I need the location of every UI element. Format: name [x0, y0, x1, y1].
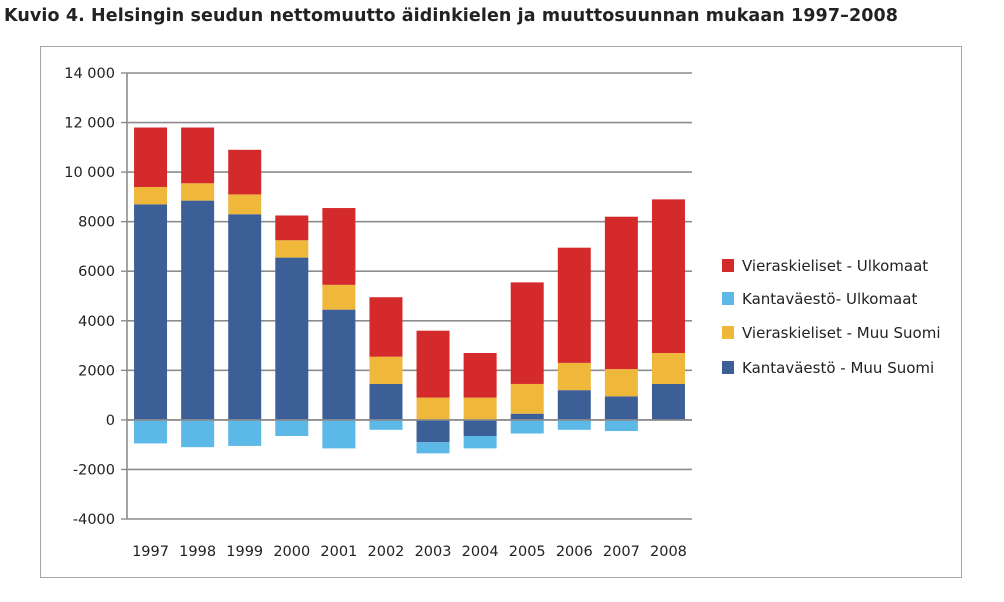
- bar-segment: [463, 352, 497, 398]
- chart-frame: [40, 46, 962, 578]
- bar-segment: [510, 413, 544, 420]
- y-tick-label: 14 000: [64, 66, 115, 82]
- bar-segment: [228, 194, 262, 215]
- legend-swatch: [722, 326, 734, 339]
- x-tick-label: 1999: [226, 544, 263, 560]
- legend-label: Vieraskieliset - Muu Suomi: [742, 324, 941, 342]
- bar-segment: [369, 419, 403, 430]
- bar-segment: [322, 208, 356, 285]
- bar-segment: [369, 383, 403, 420]
- x-tick-label: 2008: [650, 544, 687, 560]
- legend-label: Kantaväestö- Ulkomaat: [742, 290, 917, 308]
- bar-segment: [651, 383, 685, 420]
- bar-segment: [604, 419, 638, 432]
- bar-segment: [510, 383, 544, 414]
- bar-segment: [134, 204, 168, 420]
- y-tick-label: 0: [106, 413, 115, 429]
- y-tick-label: 10 000: [64, 165, 115, 181]
- bar-segment: [228, 149, 262, 195]
- y-tick-label: -2000: [73, 462, 115, 478]
- x-tick-label: 2006: [556, 544, 593, 560]
- x-tick-label: 2005: [509, 544, 546, 560]
- bar-segment: [651, 199, 685, 353]
- bar-segment: [557, 247, 591, 363]
- bar-segment: [369, 356, 403, 384]
- bars: [134, 127, 685, 454]
- bar-segment: [134, 127, 168, 187]
- bar-segment: [463, 397, 497, 420]
- bar-segment: [369, 297, 403, 357]
- bar-segment: [463, 435, 497, 449]
- bar-segment: [416, 442, 450, 454]
- y-tick-label: 8000: [78, 215, 115, 231]
- bar-segment: [228, 419, 262, 446]
- legend-swatch: [722, 361, 734, 374]
- bar-segment: [510, 282, 544, 384]
- bar-segment: [228, 214, 262, 420]
- bar-segment: [557, 362, 591, 391]
- bar-segment: [557, 419, 591, 430]
- bar-segment: [322, 419, 356, 449]
- bar-segment: [134, 419, 168, 444]
- x-tick-label: 2007: [603, 544, 640, 560]
- bar-segment: [463, 419, 497, 436]
- x-tick-label: 1998: [179, 544, 216, 560]
- bar-segment: [181, 419, 215, 448]
- bar-segment: [181, 200, 215, 420]
- bar-segment: [275, 419, 309, 436]
- y-tick-label: 2000: [78, 363, 115, 379]
- bar-segment: [604, 396, 638, 420]
- legend-label: Vieraskieliset - Ulkomaat: [742, 257, 928, 275]
- x-tick-label: 2002: [368, 544, 405, 560]
- bar-segment: [651, 352, 685, 384]
- legend: Vieraskieliset - Ulkomaat Kantaväestö- Ul…: [722, 257, 941, 377]
- legend-swatch: [722, 292, 734, 305]
- bar-segment: [510, 419, 544, 434]
- bar-segment: [181, 183, 215, 201]
- axes: -4000 -2000 0 2000 4000 6000 8000 10 000 12 000 1…: [64, 66, 692, 560]
- bar-segment: [416, 419, 450, 443]
- bar-segment: [604, 369, 638, 397]
- bar-segment: [604, 216, 638, 370]
- y-tick-label: 4000: [78, 314, 115, 330]
- bar-segment: [181, 127, 215, 184]
- x-tick-label: 1997: [132, 544, 169, 560]
- bar-segment: [557, 390, 591, 420]
- legend-swatch: [722, 259, 734, 272]
- bar-segment: [416, 330, 450, 398]
- x-tick-label: 2004: [462, 544, 499, 560]
- legend-label: Kantaväestö - Muu Suomi: [742, 359, 934, 377]
- y-tick-label: 12 000: [64, 116, 115, 132]
- bar-segment: [275, 240, 309, 258]
- y-tick-label: -4000: [73, 512, 115, 528]
- bar-segment: [134, 186, 168, 205]
- x-tick-label: 2000: [273, 544, 310, 560]
- bar-segment: [322, 309, 356, 420]
- bar-segment: [416, 397, 450, 420]
- x-tick-label: 2003: [415, 544, 452, 560]
- x-tick-label: 2001: [320, 544, 357, 560]
- bar-segment: [275, 257, 309, 420]
- y-tick-label: 6000: [78, 264, 115, 280]
- bar-segment: [322, 284, 356, 310]
- chart-title: Kuvio 4. Helsingin seudun nettomuutto äi…: [4, 6, 899, 26]
- bar-segment: [275, 215, 309, 241]
